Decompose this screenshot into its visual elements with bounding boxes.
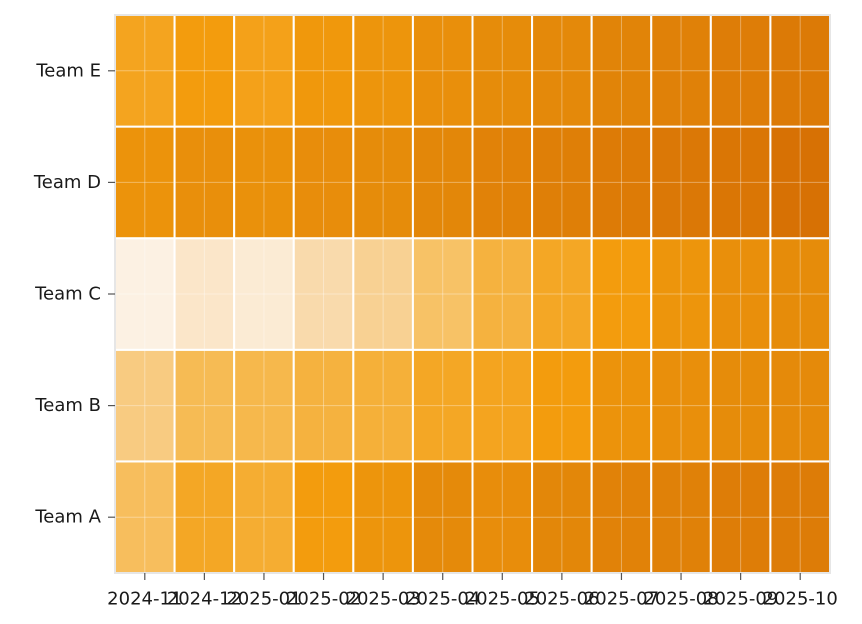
heatmap-cell-team-b-2025-04 xyxy=(411,348,474,463)
heatmap-cell-team-b-2025-08 xyxy=(650,348,712,463)
x-tick-label: 2025-09 xyxy=(703,589,778,610)
heatmap-cells xyxy=(114,14,832,574)
y-axis: Team A Team B Team C Team D Team E xyxy=(33,60,115,528)
x-tick-label: 2025-10 xyxy=(763,589,838,610)
y-tick-label: Team D xyxy=(33,172,101,193)
x-tick-label: 2025-03 xyxy=(346,589,421,610)
x-tick-label: 2024-12 xyxy=(167,589,242,610)
x-tick-label: 2025-02 xyxy=(286,589,361,610)
heatmap-cell-team-b-2025-02 xyxy=(292,348,355,463)
heatmap-cell-team-d-2025-01 xyxy=(233,125,295,240)
x-tick-label: 2025-04 xyxy=(405,589,480,610)
y-tick-label: Team B xyxy=(34,395,101,416)
x-tick-label: 2025-06 xyxy=(524,589,599,610)
heatmap-cell-team-c-2025-09 xyxy=(709,237,772,351)
heatmap-cell-team-a-2024-11 xyxy=(114,460,176,574)
heatmap-cell-team-e-2024-12 xyxy=(173,14,236,128)
heatmap-cell-team-a-2025-10 xyxy=(769,460,832,574)
heatmap-cell-team-d-2024-11 xyxy=(114,125,176,240)
heatmap-cell-team-a-2025-06 xyxy=(531,460,593,574)
heatmap-cell-team-b-2025-03 xyxy=(352,348,414,463)
heatmap-cell-team-e-2025-09 xyxy=(709,14,772,128)
y-tick-label: Team A xyxy=(34,507,101,528)
heatmap-cell-team-b-2025-10 xyxy=(769,348,832,463)
heatmap-cell-team-b-2025-01 xyxy=(233,348,295,463)
heatmap-cell-team-c-2024-12 xyxy=(173,237,236,351)
heatmap-cell-team-e-2025-02 xyxy=(292,14,355,128)
heatmap-cell-team-d-2025-05 xyxy=(471,125,534,240)
heatmap-cell-team-d-2025-10 xyxy=(769,125,832,240)
heatmap-cell-team-b-2025-05 xyxy=(471,348,534,463)
heatmap-cell-team-a-2025-01 xyxy=(233,460,295,574)
heatmap-cell-team-d-2025-08 xyxy=(650,125,712,240)
x-tick-label: 2025-07 xyxy=(584,589,659,610)
heatmap-cell-team-e-2025-07 xyxy=(590,14,653,128)
y-tick-label: Team E xyxy=(35,60,101,81)
heatmap-cell-team-e-2025-06 xyxy=(531,14,593,128)
y-tick-label: Team C xyxy=(34,284,101,305)
heatmap-cell-team-c-2025-07 xyxy=(590,237,653,351)
heatmap-cell-team-d-2024-12 xyxy=(173,125,236,240)
heatmap-cell-team-a-2025-07 xyxy=(590,460,653,574)
heatmap-cell-team-e-2025-04 xyxy=(411,14,474,128)
heatmap-cell-team-d-2025-09 xyxy=(709,125,772,240)
x-tick-label: 2025-01 xyxy=(226,589,301,610)
heatmap-cell-team-c-2025-03 xyxy=(352,237,414,351)
heatmap-cell-team-c-2025-05 xyxy=(471,237,534,351)
x-axis: 2024-112024-122025-012025-022025-032025-… xyxy=(107,573,838,610)
heatmap-cell-team-e-2025-03 xyxy=(352,14,414,128)
x-tick-label: 2024-11 xyxy=(107,589,182,610)
grid-lines xyxy=(115,15,830,573)
heatmap-cell-team-d-2025-06 xyxy=(531,125,593,240)
x-tick-label: 2025-05 xyxy=(465,589,540,610)
heatmap-cell-team-e-2025-10 xyxy=(769,14,832,128)
x-tick-label: 2025-08 xyxy=(643,589,718,610)
